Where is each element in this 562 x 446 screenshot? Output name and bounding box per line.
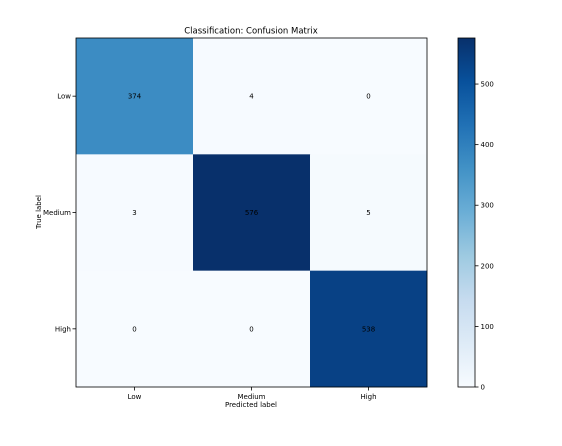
cell-value-label: 5: [366, 209, 370, 217]
x-tick-label: Low: [128, 393, 142, 401]
heatmap-cell: [310, 154, 428, 271]
heatmap-cell: [310, 270, 428, 388]
colorbar-tick-label: 0: [481, 384, 485, 392]
x-tick-label: Medium: [238, 393, 266, 401]
chart-title: Classification: Confusion Matrix: [184, 27, 318, 37]
cell-value-label: 4: [249, 93, 254, 101]
cell-value-label: 3: [132, 209, 136, 217]
cell-value-label: 0: [249, 325, 253, 333]
y-tick-label: High: [55, 325, 71, 333]
heatmap-cell: [76, 270, 194, 388]
cell-value-label: 0: [366, 93, 370, 101]
colorbar-tick-label: 100: [481, 323, 494, 331]
colorbar-tick-label: 400: [481, 141, 494, 149]
colorbar-ticks: 0 100 200 300 400 500: [475, 81, 494, 392]
y-axis-ticks: Low Medium High: [43, 93, 76, 333]
heatmap-cell: [193, 38, 311, 155]
y-tick-label: Medium: [43, 209, 71, 217]
y-tick-label: Low: [57, 93, 71, 101]
colorbar-tick-label: 200: [481, 262, 494, 270]
heatmap-cell: [193, 154, 311, 271]
x-axis-ticks: Low Medium High: [128, 387, 377, 401]
heatmap-cell: [76, 38, 194, 155]
heatmap-cells: 374 4 0 3 576 5 0 0 538: [76, 38, 428, 388]
heatmap-cell: [310, 38, 428, 155]
heatmap-cell: [193, 270, 311, 388]
heatmap-cell: [76, 154, 194, 271]
cell-value-label: 374: [128, 93, 142, 101]
colorbar-tick-label: 500: [481, 81, 494, 89]
y-axis-label: True label: [35, 195, 43, 230]
colorbar: [457, 37, 476, 388]
x-tick-label: High: [360, 393, 376, 401]
cell-value-label: 0: [132, 325, 136, 333]
cell-value-label: 538: [362, 325, 375, 333]
x-axis-label: Predicted label: [225, 401, 277, 409]
cell-value-label: 576: [245, 209, 259, 217]
colorbar-tick-label: 300: [481, 202, 494, 210]
